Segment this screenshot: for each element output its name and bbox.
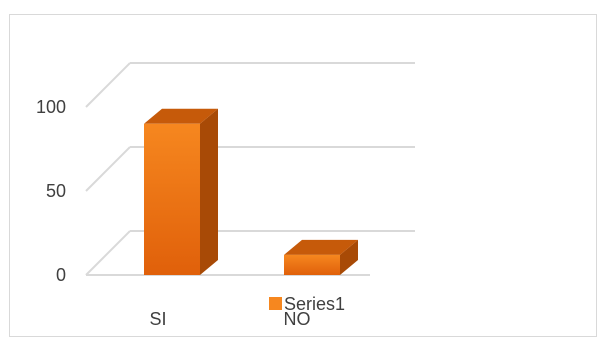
x-axis-categories: SI NO	[149, 309, 310, 329]
y-axis-ticks: 0 50 100	[36, 97, 66, 285]
category-label-si: SI	[149, 309, 166, 329]
category-label-no: NO	[284, 309, 311, 329]
bar-si	[144, 108, 218, 275]
bar-no	[284, 239, 358, 275]
gridline-100	[85, 62, 415, 108]
legend-swatch	[269, 297, 282, 310]
gridlines	[85, 62, 415, 276]
bar-front	[144, 123, 200, 275]
bar-top	[144, 108, 218, 124]
gridline-50	[85, 146, 415, 192]
bar-top	[284, 239, 358, 255]
y-tick-label-50: 50	[46, 181, 66, 201]
bar-front	[284, 254, 340, 275]
bars	[144, 108, 358, 275]
bar-side	[200, 108, 218, 275]
bar-side	[340, 239, 358, 275]
legend-item: Series1	[269, 294, 345, 314]
gridline-0	[85, 230, 415, 276]
y-tick-label-100: 100	[36, 97, 66, 117]
legend-label: Series1	[284, 294, 345, 314]
chart-frame	[9, 14, 597, 337]
legend: Series1	[269, 294, 345, 314]
y-tick-label-0: 0	[56, 265, 66, 285]
